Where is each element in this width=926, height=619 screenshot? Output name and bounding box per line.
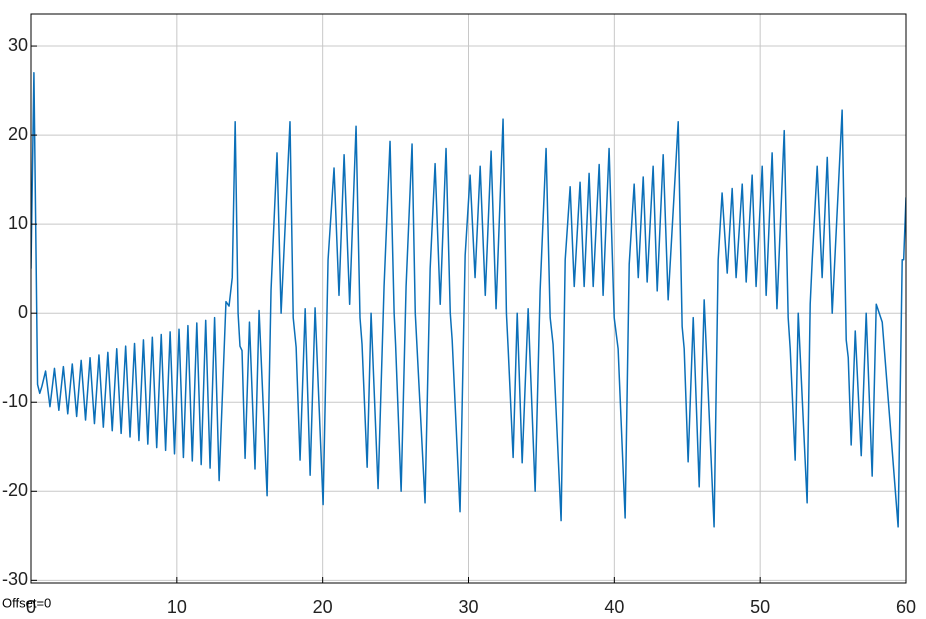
x-tick-label: 10 — [167, 597, 187, 617]
x-tick-label: 40 — [604, 597, 624, 617]
y-tick-label: 10 — [8, 213, 28, 233]
y-tick-label: -30 — [2, 569, 28, 589]
ticks: 0 10 20 30 40 50 60 -30 -20 -10 0 10 20 30 — [2, 35, 916, 617]
offset-label: Offset=0 — [2, 595, 51, 610]
signal-line — [31, 72, 906, 528]
x-tick-label: 60 — [896, 597, 916, 617]
x-tick-label: 0 — [26, 597, 36, 617]
x-tick-label: 30 — [458, 597, 478, 617]
y-tick-label: -20 — [2, 480, 28, 500]
lines — [31, 72, 906, 528]
y-tick-label: 20 — [8, 124, 28, 144]
x-tick-label: 50 — [750, 597, 770, 617]
x-tick-label: 20 — [313, 597, 333, 617]
y-tick-label: 30 — [8, 35, 28, 55]
y-tick-label: 0 — [18, 302, 28, 322]
y-tick-label: -10 — [2, 391, 28, 411]
